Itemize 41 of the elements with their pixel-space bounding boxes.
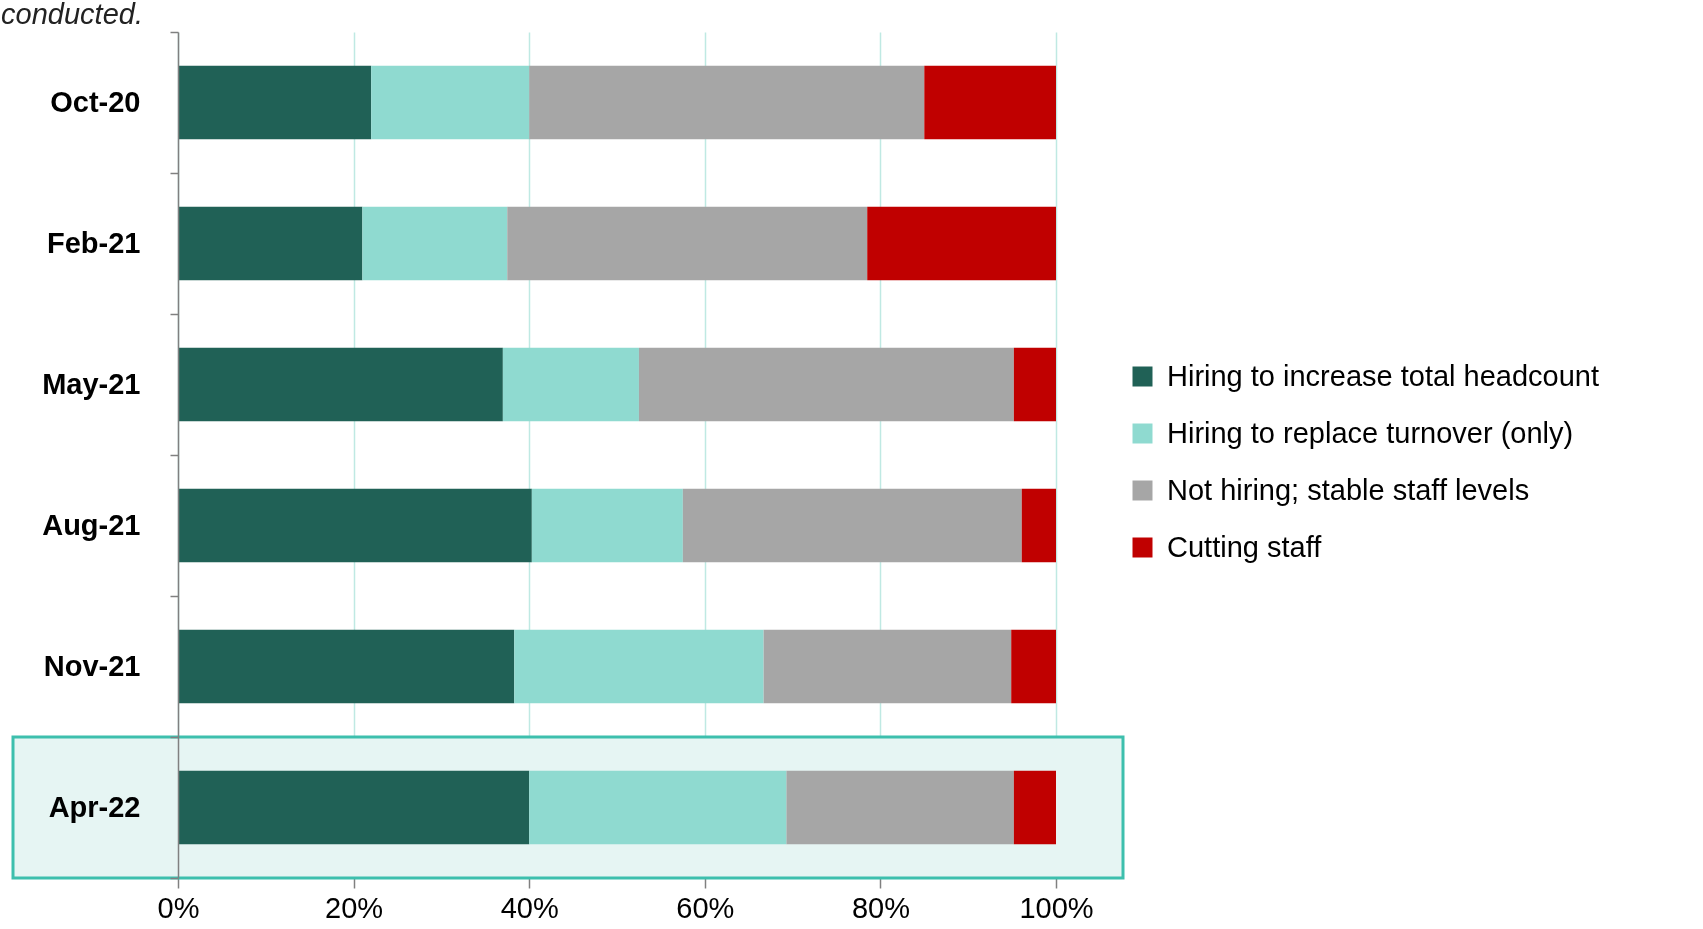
y-tick-label: Aug-21 (42, 509, 141, 541)
bar (531, 488, 683, 563)
bar (178, 347, 503, 422)
bar (507, 206, 868, 281)
bar (514, 629, 764, 704)
bar (371, 65, 530, 140)
bar (763, 629, 1012, 704)
x-tick-label: 40% (500, 891, 559, 924)
bar (786, 770, 1014, 845)
bar (867, 206, 1056, 281)
x-tick-label: 60% (676, 891, 735, 924)
y-tick-label: Oct-20 (50, 86, 141, 118)
bar (178, 488, 532, 563)
y-tick-label: Feb-21 (47, 227, 141, 259)
x-tick-label: 0% (157, 891, 200, 924)
bar (178, 629, 515, 704)
x-tick-label: 80% (851, 891, 910, 924)
x-tick-label: 20% (325, 891, 384, 924)
bar (1013, 347, 1056, 422)
legend-label: Hiring to replace turnover (only) (1167, 416, 1574, 449)
y-tick-label: Nov-21 (43, 650, 141, 682)
y-tick-label: Apr-22 (48, 791, 141, 823)
text: conducted. (1, 0, 143, 30)
bar (178, 206, 363, 281)
bar (529, 770, 787, 845)
legend-label: Hiring to increase total headcount (1167, 359, 1600, 392)
bar (362, 206, 508, 281)
bar (178, 65, 372, 140)
bar (1013, 770, 1056, 845)
y-tick-label: May-21 (42, 368, 141, 400)
bar (1021, 488, 1056, 563)
bar (1011, 629, 1056, 704)
legend-label: Cutting staff (1167, 530, 1323, 563)
bar (529, 65, 925, 140)
bar (502, 347, 639, 422)
legend-label: Not hiring; stable staff levels (1167, 473, 1530, 506)
bar (924, 65, 1056, 140)
x-tick-label: 100% (1019, 891, 1094, 924)
bar (682, 488, 1022, 563)
bar (638, 347, 1014, 422)
bar (178, 770, 530, 845)
